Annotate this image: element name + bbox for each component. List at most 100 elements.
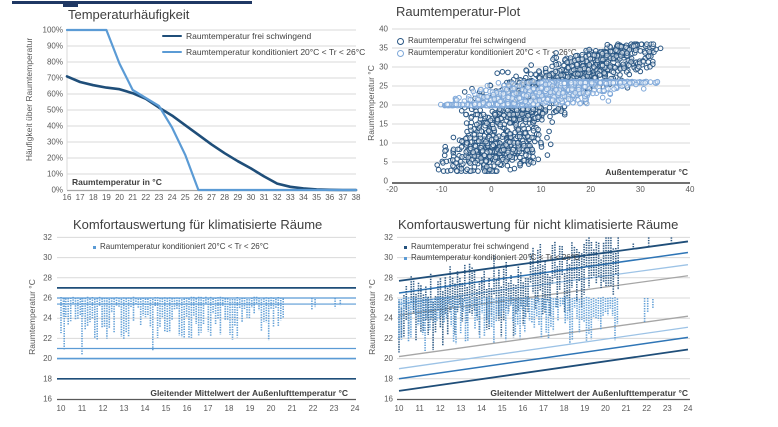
x-axis-title-komfort-nicht-klimatisiert: Gleitender Mittelwert der Außenlufttempe… bbox=[490, 388, 688, 398]
chart-title-komfort-nicht-klimatisiert: Komfortauswertung für nicht klimatisiert… bbox=[398, 217, 679, 232]
legend-circle-swatch bbox=[397, 37, 404, 45]
streak-series-0 bbox=[60, 296, 342, 356]
svg-text:20: 20 bbox=[379, 101, 388, 110]
svg-text:35: 35 bbox=[312, 193, 321, 202]
top-accent-bar bbox=[12, 1, 252, 4]
legend-label: Raumtemperatur frei schwingend bbox=[186, 31, 312, 41]
svg-text:22: 22 bbox=[384, 334, 393, 343]
svg-text:18: 18 bbox=[560, 404, 569, 413]
svg-text:16: 16 bbox=[63, 193, 72, 202]
svg-text:31: 31 bbox=[260, 193, 269, 202]
svg-text:28: 28 bbox=[43, 273, 52, 282]
legend-item-bl-konditioniert: Raumtemperatur konditioniert 20°C < Tr <… bbox=[93, 242, 269, 252]
legend-item-tr-konditioniert: Raumtemperatur konditioniert 20°C < Tr <… bbox=[397, 48, 577, 58]
comfort-diagonal-line bbox=[398, 348, 689, 392]
svg-text:21: 21 bbox=[622, 404, 631, 413]
svg-text:40: 40 bbox=[686, 185, 695, 194]
top-accent-notch bbox=[63, 4, 78, 7]
legend-item-br-frei: Raumtemperatur frei schwingend bbox=[404, 242, 529, 252]
legend-item-tl-frei: Raumtemperatur frei schwingend bbox=[162, 31, 311, 41]
svg-text:25: 25 bbox=[379, 82, 388, 91]
svg-text:28: 28 bbox=[384, 273, 393, 282]
svg-text:24: 24 bbox=[351, 404, 360, 413]
svg-text:-10: -10 bbox=[436, 185, 448, 194]
x-axis-title-raumtemperatur-plot: Außentemperatur °C bbox=[605, 167, 688, 177]
svg-text:30: 30 bbox=[43, 253, 52, 262]
comfort-diagonal-line bbox=[398, 315, 689, 358]
y-tick-labels: 0% 10% 20% 30% 40% 50% 60% 70% 80% 90% 100% bbox=[43, 26, 63, 195]
svg-text:27: 27 bbox=[207, 193, 216, 202]
svg-text:23: 23 bbox=[154, 193, 163, 202]
svg-text:70%: 70% bbox=[47, 74, 63, 83]
svg-text:16: 16 bbox=[518, 404, 527, 413]
svg-text:18: 18 bbox=[89, 193, 98, 202]
chart-title-komfort-klimatisiert: Komfortauswertung für klimatisierte Räum… bbox=[73, 217, 323, 232]
svg-text:24: 24 bbox=[168, 193, 177, 202]
svg-text:20: 20 bbox=[586, 185, 595, 194]
legend-line-swatch bbox=[162, 50, 182, 54]
svg-text:11: 11 bbox=[415, 404, 424, 413]
svg-text:0%: 0% bbox=[51, 186, 63, 195]
svg-text:60%: 60% bbox=[47, 90, 63, 99]
svg-text:38: 38 bbox=[352, 193, 361, 202]
svg-text:30: 30 bbox=[384, 253, 393, 262]
comfort-diagonal-line bbox=[398, 251, 689, 294]
x-tick-labels: -20 -10 0 10 20 30 40 bbox=[386, 185, 695, 194]
svg-text:16: 16 bbox=[384, 395, 393, 404]
svg-text:11: 11 bbox=[78, 404, 87, 413]
legend-label: Raumtemperatur konditioniert 20°C < Tr <… bbox=[100, 242, 269, 251]
legend-label: Raumtemperatur frei schwingend bbox=[411, 242, 529, 251]
svg-text:24: 24 bbox=[384, 314, 393, 323]
legend-label: Raumtemperatur konditioniert 20°C < Tr <… bbox=[186, 47, 366, 57]
svg-text:26: 26 bbox=[194, 193, 203, 202]
svg-text:20: 20 bbox=[43, 354, 52, 363]
legend-item-tl-konditioniert: Raumtemperatur konditioniert 20°C < Tr <… bbox=[162, 47, 365, 57]
svg-text:22: 22 bbox=[309, 404, 318, 413]
svg-text:10: 10 bbox=[379, 139, 388, 148]
svg-text:26: 26 bbox=[384, 294, 393, 303]
svg-text:17: 17 bbox=[539, 404, 548, 413]
svg-text:32: 32 bbox=[43, 233, 52, 242]
chart-title-raumtemperatur-plot: Raumtemperatur-Plot bbox=[396, 4, 521, 19]
svg-text:25: 25 bbox=[181, 193, 190, 202]
plot-komfort-klimatisiert: 16 18 20 22 24 26 28 30 32 10 11 12 13 14 15 16 17 18 19 20… bbox=[43, 233, 360, 413]
plot-raumtemperatur: 0 5 10 15 20 25 30 35 40 -20 -10 0 10 20 30 40 bbox=[379, 25, 695, 195]
chart-title-temperaturhaeufigkeit: Temperaturhäufigkeit bbox=[68, 7, 190, 22]
legend-circle-swatch bbox=[397, 49, 404, 57]
svg-text:15: 15 bbox=[498, 404, 507, 413]
svg-text:22: 22 bbox=[141, 193, 150, 202]
svg-text:18: 18 bbox=[43, 374, 52, 383]
svg-text:10: 10 bbox=[57, 404, 66, 413]
y-tick-labels: 16 18 20 22 24 26 28 30 32 bbox=[384, 233, 393, 404]
y-tick-labels: 0 5 10 15 20 25 30 35 40 bbox=[379, 25, 388, 186]
legend-label: Raumtemperatur konditioniert 20°C < Tr <… bbox=[408, 48, 577, 57]
svg-text:19: 19 bbox=[102, 193, 111, 202]
svg-text:34: 34 bbox=[299, 193, 308, 202]
comfort-diagonal-line bbox=[398, 326, 689, 370]
svg-text:10%: 10% bbox=[47, 170, 63, 179]
svg-text:36: 36 bbox=[325, 193, 334, 202]
scatter-series-0 bbox=[434, 41, 664, 174]
svg-text:37: 37 bbox=[338, 193, 347, 202]
svg-text:30%: 30% bbox=[47, 138, 63, 147]
svg-text:22: 22 bbox=[642, 404, 651, 413]
svg-text:16: 16 bbox=[183, 404, 192, 413]
svg-text:40%: 40% bbox=[47, 122, 63, 131]
x-axis-title-temperaturhaeufigkeit: Raumtemperatur in °C bbox=[72, 177, 162, 187]
svg-text:18: 18 bbox=[225, 404, 234, 413]
svg-text:12: 12 bbox=[99, 404, 108, 413]
legend-item-tr-frei: Raumtemperatur frei schwingend bbox=[397, 36, 526, 46]
legend-label: Raumtemperatur frei schwingend bbox=[408, 36, 526, 45]
comfort-diagonal-line bbox=[398, 240, 689, 282]
x-tick-labels: 16 17 18 19 20 21 22 23 24 25 26 27 28 29 30 31 32 33 34 35… bbox=[63, 193, 361, 202]
svg-text:13: 13 bbox=[456, 404, 465, 413]
svg-text:14: 14 bbox=[141, 404, 150, 413]
svg-text:30: 30 bbox=[636, 185, 645, 194]
svg-text:32: 32 bbox=[273, 193, 282, 202]
legend-item-br-konditioniert: Raumtemperatur konditioniert 20°C < Tr <… bbox=[404, 253, 580, 263]
svg-text:14: 14 bbox=[477, 404, 486, 413]
svg-text:100%: 100% bbox=[43, 26, 63, 35]
svg-text:-20: -20 bbox=[386, 185, 398, 194]
svg-text:15: 15 bbox=[379, 120, 388, 129]
